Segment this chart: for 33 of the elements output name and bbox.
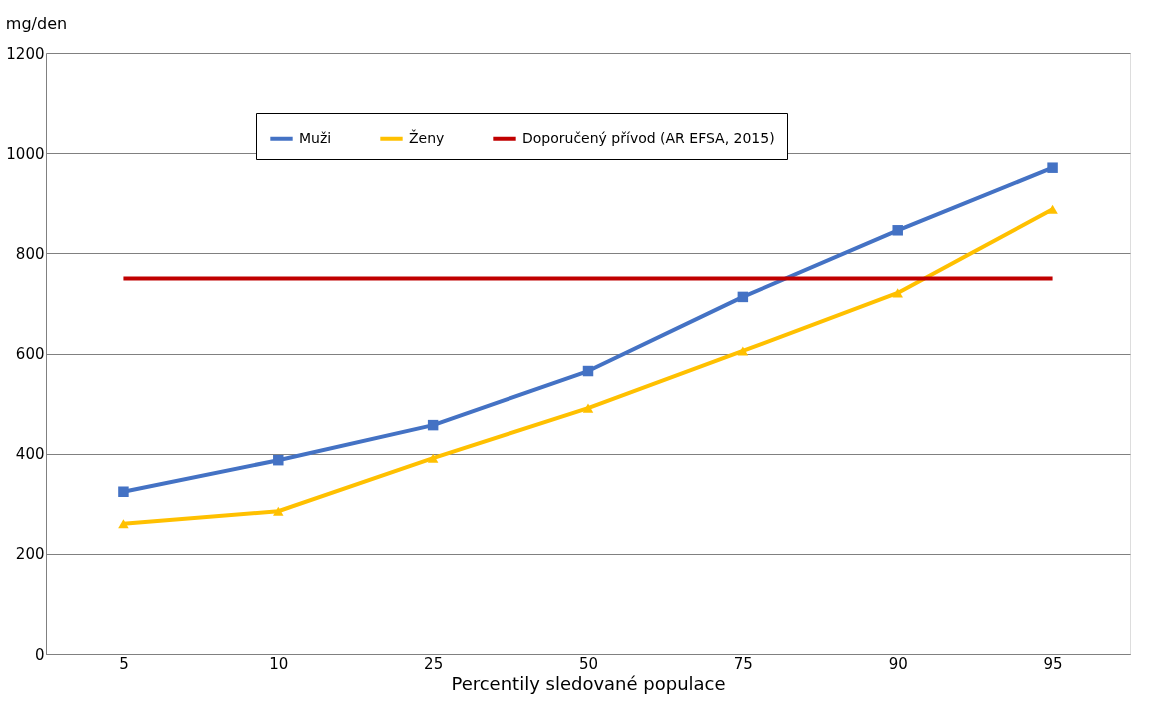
legend-label: Doporučený přívod (AR EFSA, 2015) [522,129,775,146]
y-tick-label: 800 [15,244,45,263]
x-tick-label: 75 [733,654,753,673]
legend-label: Ženy [409,128,445,146]
point [582,403,594,413]
y-tick-label: 200 [15,545,45,564]
x-tick-label: 25 [424,654,444,673]
point [273,506,284,516]
point [427,453,439,463]
x-tick-label: 50 [578,654,599,673]
y-tick-label: 1000 [6,144,45,163]
point [273,454,284,466]
point [892,288,903,298]
legend-label: Muži [299,129,332,146]
point [118,519,129,529]
x-tick-label: 5 [119,654,129,673]
point [892,225,903,236]
y-tick-label: 0 [34,645,45,664]
x-tick-label: 95 [1043,654,1063,673]
point [582,365,594,377]
point [737,346,749,356]
point [427,419,439,431]
point [1047,162,1058,173]
point [737,291,749,303]
x-tick-label: 90 [888,654,908,673]
point [118,486,129,497]
point [1047,204,1058,214]
y-tick-label: 600 [15,345,45,363]
y-tick-label: 1200 [6,44,45,63]
x-axis-title: Percentily sledované populace [451,672,726,694]
x-tick-label: 10 [269,654,289,673]
y-axis-title: mg/den [5,13,68,33]
y-tick-label: 400 [15,445,45,464]
